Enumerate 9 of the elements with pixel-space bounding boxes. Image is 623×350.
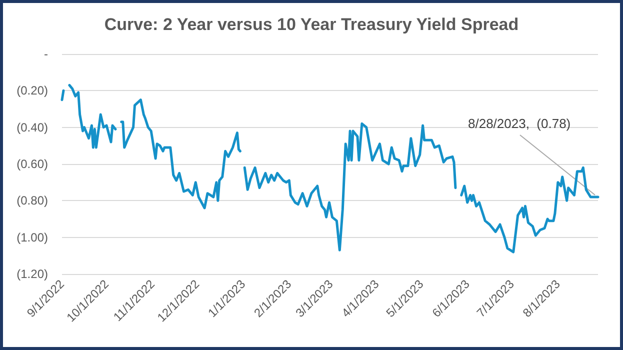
annotation: 8/28/2023, (0.78) [468, 116, 571, 131]
y-tick-label: - [44, 47, 48, 61]
y-tick-label: (1.00) [16, 230, 48, 244]
y-tick-label: (0.40) [16, 120, 48, 134]
y-tick-label: (0.60) [16, 157, 48, 171]
y-tick-label: (0.80) [16, 194, 48, 208]
y-tick-label: (1.20) [16, 267, 48, 281]
y-tick-label: (0.20) [16, 84, 48, 98]
chart-title: Curve: 2 Year versus 10 Year Treasury Yield Spread [104, 15, 519, 34]
